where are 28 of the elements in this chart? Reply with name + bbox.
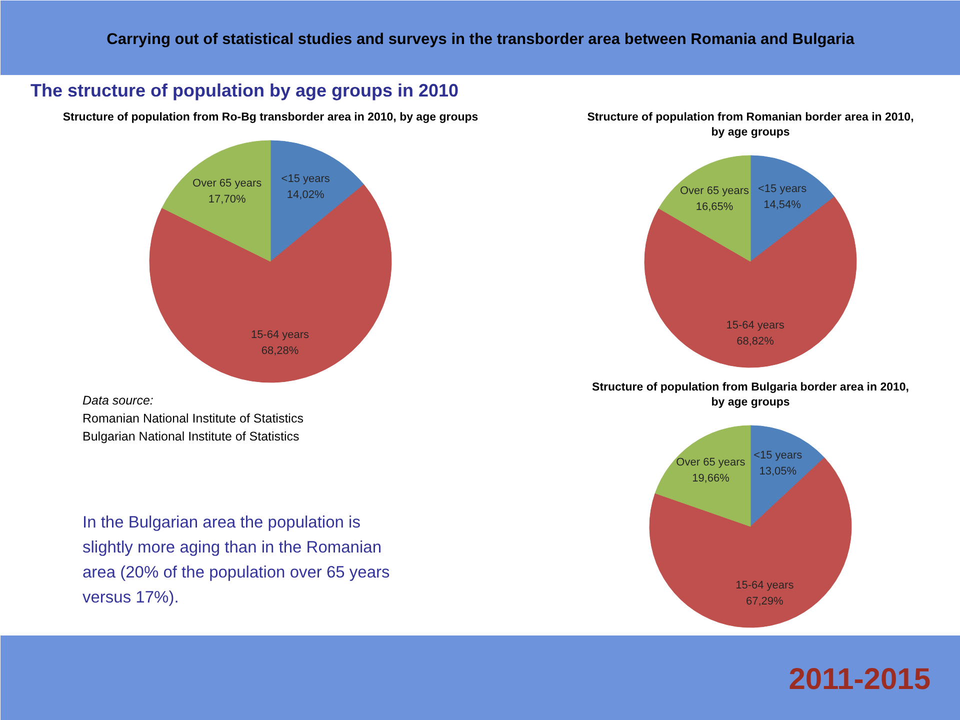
slice-label: 15-64 years	[250, 329, 310, 342]
slice-label: Over 65 years	[192, 178, 262, 190]
slice-label: <15 years	[281, 173, 330, 186]
slice-label: 15-64 years	[736, 580, 794, 592]
slice-label: Over 65 years	[680, 185, 750, 198]
text: Romanian National Institute of Statistics	[82, 412, 304, 426]
slice-label: <15 years	[754, 450, 803, 462]
data-label: 16,65%	[696, 201, 734, 214]
chart-title: Structure of population from Romanian border area in 2010, by age groups	[587, 112, 914, 138]
source-note: Data source:	[82, 394, 154, 408]
data-label: 19,66%	[692, 472, 730, 485]
text: Bulgarian National Institute of Statistics	[82, 430, 300, 444]
slice-label: Over 65 years	[676, 456, 746, 469]
data-label: 14,02%	[286, 189, 324, 202]
data-label: 67,29%	[746, 596, 784, 608]
data-label: 68,82%	[736, 335, 774, 348]
slice-label: <15 years	[758, 182, 808, 195]
text: The structure of population by age groups in 2010	[30, 80, 459, 100]
data-label: 17,70%	[208, 194, 246, 206]
data-label: 13,05%	[759, 466, 797, 478]
text: In the Bulgarian area the population is slightly more aging than in the Romanian area (20% of the population over 65 years versus 17%).	[82, 514, 390, 606]
text: 2011-2015	[788, 663, 930, 696]
chart-title: Structure of population from Bulgaria border area in 2010, by age groups	[592, 382, 909, 408]
text: Carrying out of statistical studies and surveys in the transborder area between Romania and Bulgaria	[106, 31, 855, 48]
data-label: 68,28%	[261, 345, 299, 358]
slice-label: 15-64 years	[726, 319, 785, 332]
data-label: 14,54%	[764, 198, 802, 211]
chart-title: Structure of population from Ro-Bg transborder area in 2010, by age groups	[62, 112, 478, 124]
